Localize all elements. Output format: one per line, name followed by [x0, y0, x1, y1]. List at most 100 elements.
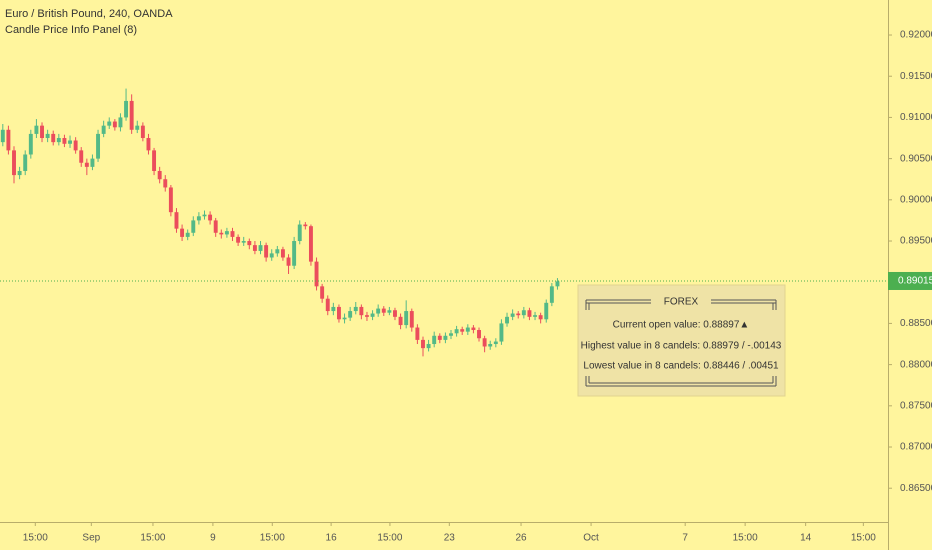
candle-body	[180, 228, 185, 237]
candle-body	[308, 226, 313, 262]
candle-body	[84, 162, 89, 167]
candle-body	[387, 310, 392, 313]
x-tick-label: 9	[210, 533, 216, 544]
candle-body	[314, 261, 319, 287]
candle-body	[477, 330, 481, 339]
candle-body	[454, 329, 459, 334]
candle-body	[213, 220, 218, 233]
candle-body	[465, 327, 470, 332]
candle-body	[230, 231, 235, 237]
plot-area	[0, 88, 888, 357]
candle-body	[112, 121, 117, 128]
candle-body	[303, 224, 308, 227]
candle-body	[521, 310, 526, 316]
candle-body	[510, 313, 515, 317]
candle-body	[152, 150, 157, 171]
candle-body	[353, 306, 358, 312]
candle-body	[505, 316, 509, 324]
candle-body	[101, 125, 106, 134]
candle-body	[163, 179, 168, 188]
candle-body	[544, 302, 549, 320]
candle-body	[62, 138, 67, 144]
candle-body	[219, 232, 224, 235]
candle-body	[185, 232, 190, 237]
candle-body	[6, 129, 11, 151]
candle-body	[79, 150, 84, 163]
candle-body	[28, 133, 33, 155]
panel-line: Highest value in 8 candels: 0.88979 / -.…	[581, 341, 782, 352]
x-tick-label: 14	[800, 533, 812, 544]
candle-body	[348, 311, 353, 318]
candle-body	[415, 327, 420, 340]
candle-body	[297, 224, 302, 242]
last-price-label: 0.89015	[898, 276, 932, 287]
panel-title: FOREX	[664, 297, 699, 308]
candle-body	[449, 333, 453, 336]
candle-body	[493, 341, 498, 345]
candle-body	[241, 241, 246, 243]
candle-body	[432, 335, 437, 345]
candle-body	[292, 241, 297, 266]
candle-body	[325, 298, 330, 312]
candle-body	[280, 249, 285, 258]
x-tick-label: 15:00	[260, 533, 285, 544]
candle-body	[34, 125, 39, 134]
candle-body	[247, 241, 252, 246]
candle-body	[286, 257, 291, 266]
candle-body	[124, 100, 129, 118]
candle-body	[359, 306, 364, 316]
candle-body	[370, 313, 375, 317]
candle-body	[398, 316, 403, 326]
candle-body	[488, 344, 493, 347]
candle-body	[56, 138, 61, 143]
x-tick-label: 15:00	[377, 533, 402, 544]
candle-body	[269, 253, 274, 258]
candle-body	[129, 100, 134, 130]
candle-body	[174, 212, 179, 229]
candle-body	[140, 125, 145, 139]
candle-body	[118, 117, 123, 128]
candle-body	[168, 187, 173, 213]
x-tick-label: 16	[326, 533, 338, 544]
candle-body	[68, 140, 72, 144]
candle-body	[224, 231, 229, 235]
candle-body	[437, 335, 442, 340]
candle-body	[516, 313, 521, 316]
candle-body	[471, 327, 476, 331]
candle-body	[538, 315, 543, 320]
candle-body	[73, 140, 78, 151]
candle-body	[202, 214, 207, 217]
candle-body	[336, 306, 341, 320]
candle-body	[191, 220, 196, 233]
candle-body	[443, 335, 448, 340]
info-panel: FOREX Current open value: 0.88897▲ Highe…	[577, 284, 786, 397]
candle-body	[555, 281, 560, 287]
candle-body	[90, 158, 95, 167]
last-price-box	[888, 271, 932, 290]
x-tick-label: 15:00	[140, 533, 165, 544]
x-tick-label: 15:00	[733, 533, 758, 544]
candle-body	[45, 133, 50, 139]
candle-body	[157, 170, 162, 180]
candle-body	[365, 315, 369, 317]
x-tick-label: Sep	[82, 533, 100, 544]
candle-body	[51, 133, 56, 143]
candle-body	[320, 286, 325, 299]
candle-body	[426, 344, 431, 349]
candle-body	[264, 245, 269, 258]
candle-body	[499, 323, 504, 342]
x-tick-label: 23	[444, 533, 456, 544]
candle-body	[0, 129, 5, 143]
candle-body	[275, 249, 280, 254]
candle-body	[135, 125, 140, 130]
candle-body	[23, 154, 28, 171]
